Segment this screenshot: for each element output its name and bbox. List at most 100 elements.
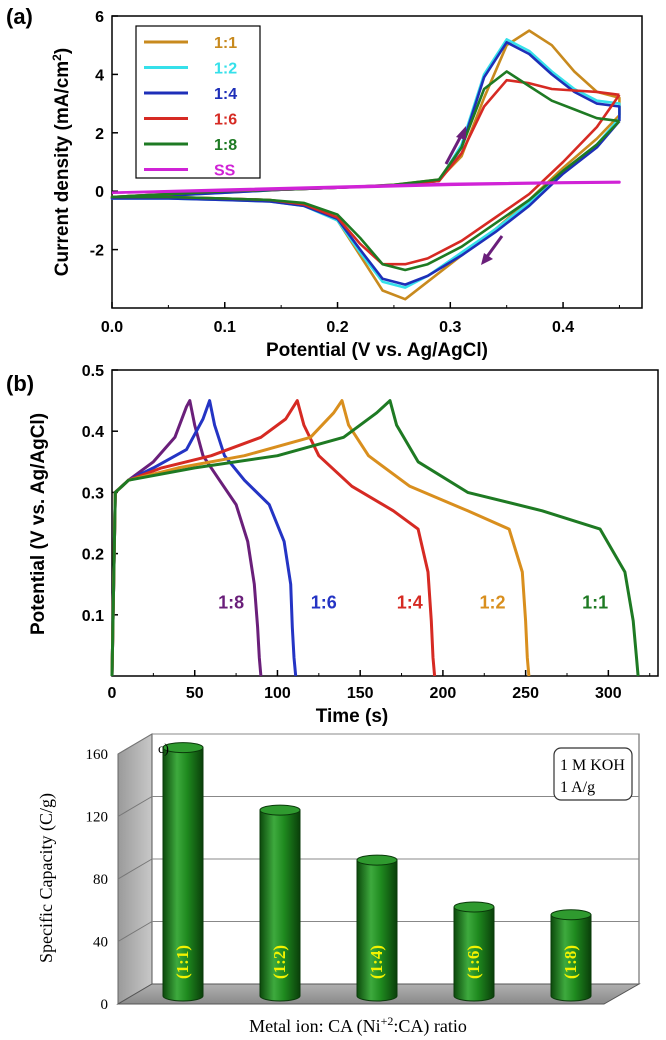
curve-label: 1:6 <box>311 593 337 613</box>
y-tick-label: 160 <box>86 747 109 763</box>
panel-b: (b) 0 50 100 150 200 250 300 0.1 0.2 0.3 0.4 0.5 1:… <box>6 363 659 727</box>
panel-a-frame <box>111 15 643 309</box>
legend-label: 1:6 <box>214 112 237 129</box>
grid-line-side <box>117 921 153 942</box>
bar-top <box>356 854 398 866</box>
panel-b-ylabel: Potential (V vs. Ag/AgCl) <box>28 413 49 635</box>
y-tick-label: 0.1 <box>82 608 104 625</box>
grid-line-side <box>117 733 153 755</box>
bar: (1:6) <box>453 901 495 1002</box>
x-tick-label: 0.3 <box>439 319 461 336</box>
info-electrolyte: 1 M KOH <box>560 757 625 774</box>
y-tick-label: 0 <box>101 997 109 1013</box>
bar-category-label: (1:4) <box>367 945 386 979</box>
info-box-frame <box>553 747 633 801</box>
grid-line-side <box>117 796 153 817</box>
bar: (1:8) <box>550 909 592 1002</box>
bar-category-label: (1:6) <box>464 945 483 979</box>
legend-label: 1:2 <box>214 61 237 78</box>
grid-line-side <box>117 858 153 880</box>
panel-c-ylabel: Specific Capacity (C/g) <box>36 793 57 963</box>
legend-label: SS <box>214 163 236 180</box>
anodic-sweep-arrow <box>444 126 466 165</box>
info-current-density: 1 A/g <box>560 779 595 796</box>
y-tick-label: 0.2 <box>82 547 104 564</box>
x-tick-label: 100 <box>264 685 291 702</box>
y-tick-label: 80 <box>93 872 108 888</box>
y-tick-label: -2 <box>90 243 104 260</box>
gcd-curve-1-2 <box>110 399 531 677</box>
panel-b-axes: 0 50 100 150 200 250 300 0.1 0.2 0.3 0.4 0.5 <box>82 363 651 702</box>
bar-top <box>162 742 204 754</box>
gcd-curve-1-4 <box>110 399 437 677</box>
bar-top <box>259 804 301 816</box>
panel-b-series <box>110 399 640 677</box>
bar-body <box>356 859 398 1002</box>
cv-curve-ss <box>111 180 621 194</box>
x-tick-label: 150 <box>347 685 374 702</box>
bar: (1:2) <box>259 804 301 1002</box>
x-tick-label: 0 <box>108 685 117 702</box>
y-tick-label: 120 <box>86 810 109 826</box>
bar-body <box>453 906 495 1002</box>
x-tick-label: 300 <box>595 685 622 702</box>
bar-top <box>453 901 495 913</box>
y-tick-label: 0.5 <box>82 363 104 380</box>
y-tick-label: 4 <box>95 67 104 84</box>
curve-label: 1:8 <box>218 593 244 613</box>
legend-label: 1:8 <box>214 137 237 154</box>
legend-label: 1:4 <box>214 86 237 103</box>
x-tick-label: 50 <box>186 685 204 702</box>
bar-top <box>550 909 592 921</box>
bar-category-label: (1:1) <box>173 945 192 979</box>
bar: (1:1) <box>162 742 204 1002</box>
bar-body <box>550 914 592 1002</box>
panel-a: (a) 0.0 0.1 0.2 0.3 0.4 -2 0 2 4 6 Potential (V v… <box>6 4 643 361</box>
x-tick-label: 250 <box>512 685 539 702</box>
curve-label: 1:1 <box>582 593 608 613</box>
panel-b-xlabel: Time (s) <box>316 706 389 727</box>
curve-label: 1:2 <box>480 593 506 613</box>
x-tick-label: 0.0 <box>101 319 123 336</box>
panel-c-info-box: 1 M KOH 1 A/g <box>553 747 633 801</box>
panel-b-frame <box>111 369 659 677</box>
y-tick-label: 0.4 <box>82 424 104 441</box>
y-tick-label: 6 <box>95 9 104 26</box>
bar-body <box>162 747 204 1002</box>
x-tick-label: 0.2 <box>326 319 348 336</box>
panel-a-axes: 0.0 0.1 0.2 0.3 0.4 -2 0 2 4 6 <box>90 9 620 336</box>
panel-a-label: (a) <box>6 4 33 29</box>
gcd-curve-1-8 <box>110 399 263 677</box>
panel-a-legend: 1:1 1:2 1:4 1:6 1:8 SS <box>135 25 261 180</box>
bar-body <box>259 809 301 1002</box>
gcd-curve-1-1 <box>110 399 640 677</box>
panel-a-xlabel: Potential (V vs. Ag/AgCl) <box>266 340 488 361</box>
y-tick-label: 0 <box>95 184 104 201</box>
panel-a-series <box>110 29 621 301</box>
legend-box <box>135 25 261 179</box>
panel-c-label: c) <box>158 742 169 757</box>
cv-curve-1-8 <box>110 70 621 272</box>
y-tick-label: 40 <box>93 935 108 951</box>
x-tick-label: 200 <box>430 685 457 702</box>
legend-label: 1:1 <box>214 35 237 52</box>
y-tick-label: 0.3 <box>82 485 104 502</box>
panel-c-xlabel: Metal ion: CA (Ni+2:CA) ratio <box>249 1014 467 1037</box>
panel-b-curve-labels: 1:8 1:6 1:4 1:2 1:1 <box>218 593 608 613</box>
bar: (1:4) <box>356 854 398 1002</box>
panel-a-ylabel: Current density (mA/cm2) <box>50 48 73 276</box>
x-tick-label: 0.4 <box>552 319 574 336</box>
gcd-curve-1-6 <box>110 399 298 677</box>
panel-c-bars: (1:1) (1:2) (1:4) (1:6) (1:8) <box>162 742 592 1002</box>
cv-curve-1-4 <box>110 40 621 286</box>
x-tick-label: 0.1 <box>214 319 236 336</box>
panel-c-axes: 0 40 80 120 160 <box>86 747 109 1013</box>
bar-category-label: (1:8) <box>561 945 580 979</box>
y-tick-label: 2 <box>95 126 104 143</box>
panel-b-label: (b) <box>6 371 34 396</box>
panel-c: 0 40 80 120 160 (1:1) (1:2) (1:4) (1:6) (1:8) c)… <box>36 733 641 1037</box>
cathodic-sweep-arrow <box>481 235 504 265</box>
bar-category-label: (1:2) <box>270 945 289 979</box>
curve-label: 1:4 <box>397 593 423 613</box>
